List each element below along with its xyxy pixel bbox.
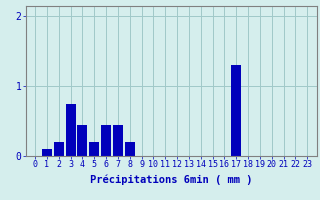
Bar <box>77 125 87 156</box>
Bar <box>101 125 111 156</box>
X-axis label: Précipitations 6min ( mm ): Précipitations 6min ( mm ) <box>90 175 252 185</box>
Bar <box>42 149 52 156</box>
Bar <box>54 142 64 156</box>
Bar <box>89 142 99 156</box>
Bar <box>125 142 135 156</box>
Bar <box>66 104 76 156</box>
Bar <box>113 125 123 156</box>
Bar <box>231 65 241 156</box>
